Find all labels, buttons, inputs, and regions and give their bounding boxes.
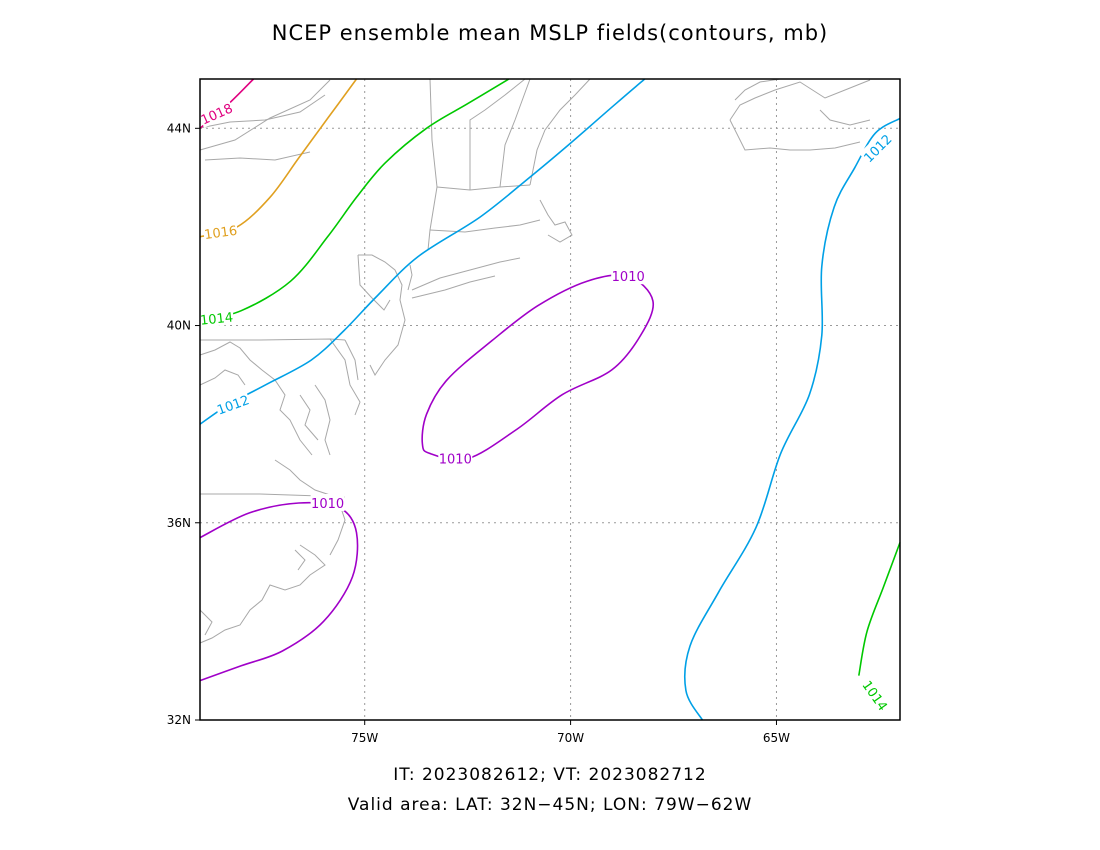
contour-lines bbox=[199, 78, 901, 721]
y-tick-label: 44N bbox=[167, 121, 191, 135]
y-tick-label: 40N bbox=[167, 319, 191, 333]
valid-area: Valid area: LAT: 32N−45N; LON: 79W−62W bbox=[348, 795, 753, 815]
y-tick-label: 36N bbox=[167, 516, 191, 530]
x-tick-label: 65W bbox=[763, 731, 790, 745]
x-tick-label: 75W bbox=[351, 731, 378, 745]
contour-label-bg bbox=[198, 307, 235, 328]
coastline-map bbox=[199, 78, 871, 644]
contour-label-1014: 1014 bbox=[198, 307, 235, 329]
contour-label-text: 1014 bbox=[199, 310, 233, 328]
contour-label-bg bbox=[438, 449, 473, 467]
contour-1010 bbox=[199, 501, 359, 682]
contour-1012 bbox=[684, 117, 901, 721]
init-valid-time: IT: 2023082612; VT: 2023082712 bbox=[393, 765, 706, 785]
contour-label-bg bbox=[213, 390, 252, 418]
plot-frame bbox=[199, 78, 901, 721]
contour-label-1010: 1010 bbox=[438, 449, 473, 468]
x-tick-label: 70W bbox=[557, 731, 584, 745]
contour-label-text: 1010 bbox=[612, 270, 645, 285]
contour-label-text: 1010 bbox=[311, 497, 344, 512]
contour-label-bg bbox=[310, 494, 345, 511]
contour-label-bg bbox=[197, 98, 236, 128]
contour-1014 bbox=[199, 78, 510, 322]
contour-label-1010: 1010 bbox=[611, 267, 646, 285]
contour-label-1016: 1016 bbox=[202, 220, 239, 243]
chart-title: NCEP ensemble mean MSLP fields(contours,… bbox=[272, 21, 828, 45]
y-tick-label: 32N bbox=[167, 713, 191, 727]
axis-ticks: 75W 70W 65W 32N 36N 40N 44N bbox=[167, 121, 790, 745]
contour-label-bg bbox=[858, 676, 893, 714]
contour-label-bg bbox=[202, 220, 239, 243]
contour-label-bg bbox=[859, 129, 896, 166]
gridlines bbox=[200, 79, 900, 720]
contour-label-1010: 1010 bbox=[310, 494, 345, 512]
contour-1012 bbox=[199, 78, 646, 425]
contour-label-bg bbox=[611, 267, 646, 285]
contour-label-text: 1010 bbox=[439, 453, 472, 468]
plot-background bbox=[200, 79, 900, 720]
contour-1014 bbox=[858, 542, 901, 676]
contour-label-text: 1016 bbox=[203, 224, 238, 243]
